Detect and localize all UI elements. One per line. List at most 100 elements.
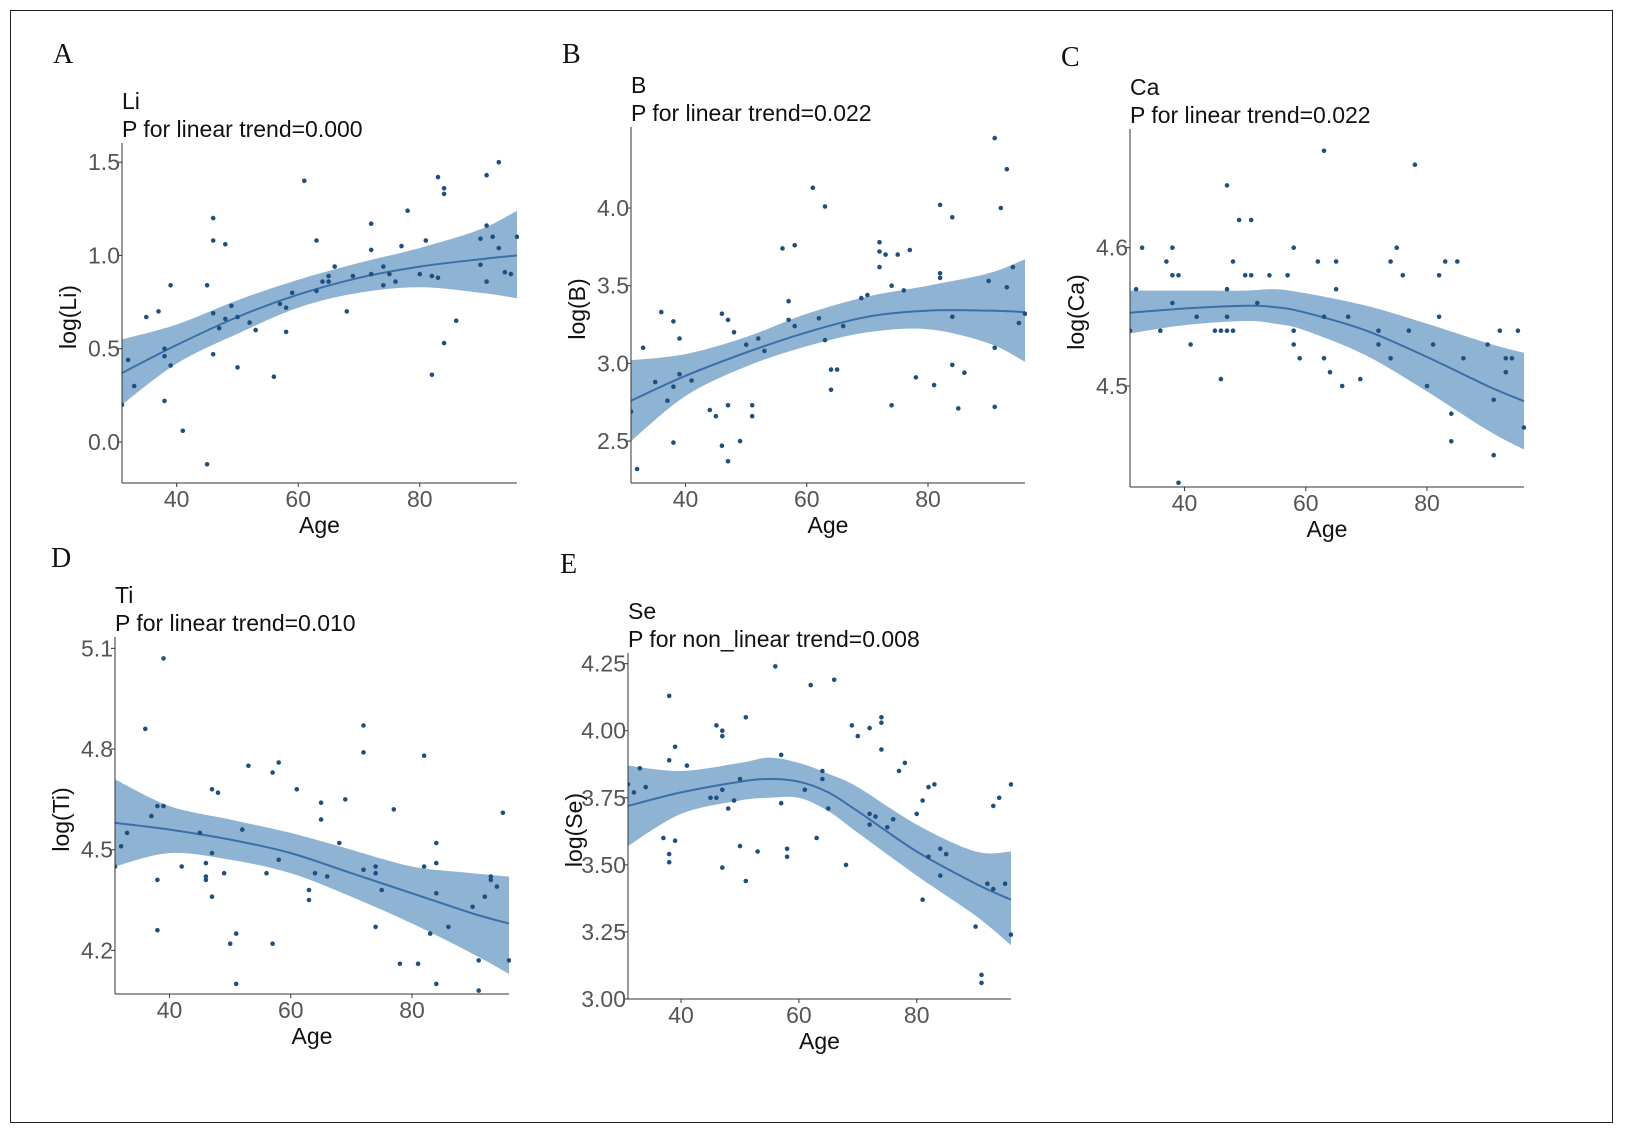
data-point: [689, 378, 694, 383]
data-point: [1315, 259, 1321, 264]
chart-title: Li: [122, 88, 140, 114]
chart-subtitle: P for linear trend=0.000: [122, 116, 363, 142]
data-point: [209, 787, 215, 792]
x-tick-label: 40: [1172, 490, 1198, 516]
data-point: [373, 924, 378, 930]
y-axis-label: log(B): [564, 278, 590, 339]
data-point: [926, 784, 931, 790]
data-point: [937, 202, 943, 208]
data-point: [210, 215, 216, 221]
data-point: [1394, 245, 1399, 250]
data-point: [1485, 342, 1490, 347]
data-point: [926, 854, 931, 860]
data-point: [778, 800, 784, 806]
data-point: [786, 317, 791, 323]
data-point: [913, 375, 919, 380]
chart-title: Se: [628, 598, 656, 624]
data-point: [1224, 183, 1230, 188]
data-point: [434, 860, 439, 866]
data-point: [247, 320, 252, 325]
data-point: [840, 323, 846, 329]
data-point: [1218, 376, 1224, 382]
data-point: [1430, 342, 1436, 347]
data-point: [879, 715, 884, 720]
data-point: [168, 283, 173, 288]
chart-subtitle: P for linear trend=0.022: [1130, 102, 1371, 128]
fit-line: [1130, 304, 1525, 403]
data-point: [368, 271, 374, 277]
data-point: [737, 776, 743, 782]
data-point: [883, 252, 888, 257]
data-point: [731, 798, 737, 803]
data-point: [979, 980, 984, 986]
data-point: [502, 269, 508, 275]
data-point: [720, 865, 725, 870]
data-point: [289, 290, 295, 296]
data-point: [708, 795, 713, 801]
data-point: [1333, 259, 1339, 264]
data-point: [496, 245, 502, 251]
data-point: [1291, 328, 1296, 334]
y-tick-label: 4.5: [1096, 373, 1128, 399]
data-point: [235, 314, 240, 320]
data-point: [476, 958, 482, 963]
data-point: [985, 881, 990, 886]
data-point: [118, 844, 124, 849]
chart-panel-d: D TiP for linear trend=0.010 40 60 80 4.2 4.5 4…: [48, 543, 511, 1049]
y-tick-label: 3.0: [597, 350, 629, 376]
y-tick-label: 4.00: [581, 718, 626, 744]
data-point: [901, 288, 907, 293]
data-point: [808, 682, 813, 688]
plot-area: [628, 664, 1013, 986]
data-point: [778, 752, 784, 758]
chart-subtitle: P for non_linear trend=0.008: [628, 626, 920, 652]
confidence-band: [628, 757, 1011, 946]
data-point: [240, 827, 245, 832]
data-point: [831, 677, 837, 683]
data-point: [379, 887, 385, 893]
data-point: [203, 877, 209, 883]
data-point: [1400, 273, 1406, 278]
data-point: [661, 835, 666, 841]
y-tick-label: 1.0: [88, 242, 120, 268]
data-point: [843, 862, 849, 868]
data-point: [397, 961, 403, 967]
data-point: [1521, 425, 1526, 430]
y-axis-label: log(Ti): [48, 787, 74, 851]
data-point: [962, 370, 967, 376]
data-point: [1002, 881, 1008, 886]
data-point: [1224, 314, 1230, 320]
data-point: [867, 811, 872, 817]
data-point: [996, 795, 1002, 801]
y-tick-label: 1.5: [88, 149, 120, 175]
data-point: [361, 723, 366, 728]
data-point: [1170, 245, 1175, 250]
data-point: [490, 234, 496, 240]
chart-title: Ti: [115, 582, 133, 608]
data-point: [731, 330, 737, 335]
data-point: [203, 874, 209, 879]
data-point: [387, 271, 392, 277]
data-point: [229, 303, 234, 309]
figure-canvas: A LiP for linear trend=0.000 40 60 80 0.0 0.5 1…: [48, 39, 1526, 1054]
y-tick-label: 3.00: [581, 986, 626, 1012]
data-point: [1242, 273, 1248, 278]
data-point: [1248, 273, 1254, 278]
data-point: [677, 371, 682, 377]
data-point: [1449, 411, 1454, 417]
data-point: [204, 283, 210, 288]
data-point: [277, 301, 283, 307]
data-point: [1442, 259, 1448, 264]
confidence-band: [1130, 289, 1524, 450]
data-point: [453, 318, 459, 324]
data-point: [637, 766, 643, 771]
panel-letter: E: [560, 549, 577, 580]
fit-line: [631, 309, 1026, 402]
data-point: [822, 337, 828, 343]
x-tick-label: 80: [399, 997, 425, 1023]
data-point: [215, 790, 221, 795]
y-axis-label: log(Se): [561, 793, 587, 867]
data-point: [1461, 356, 1466, 361]
data-point: [1212, 328, 1218, 334]
data-point: [684, 763, 690, 768]
